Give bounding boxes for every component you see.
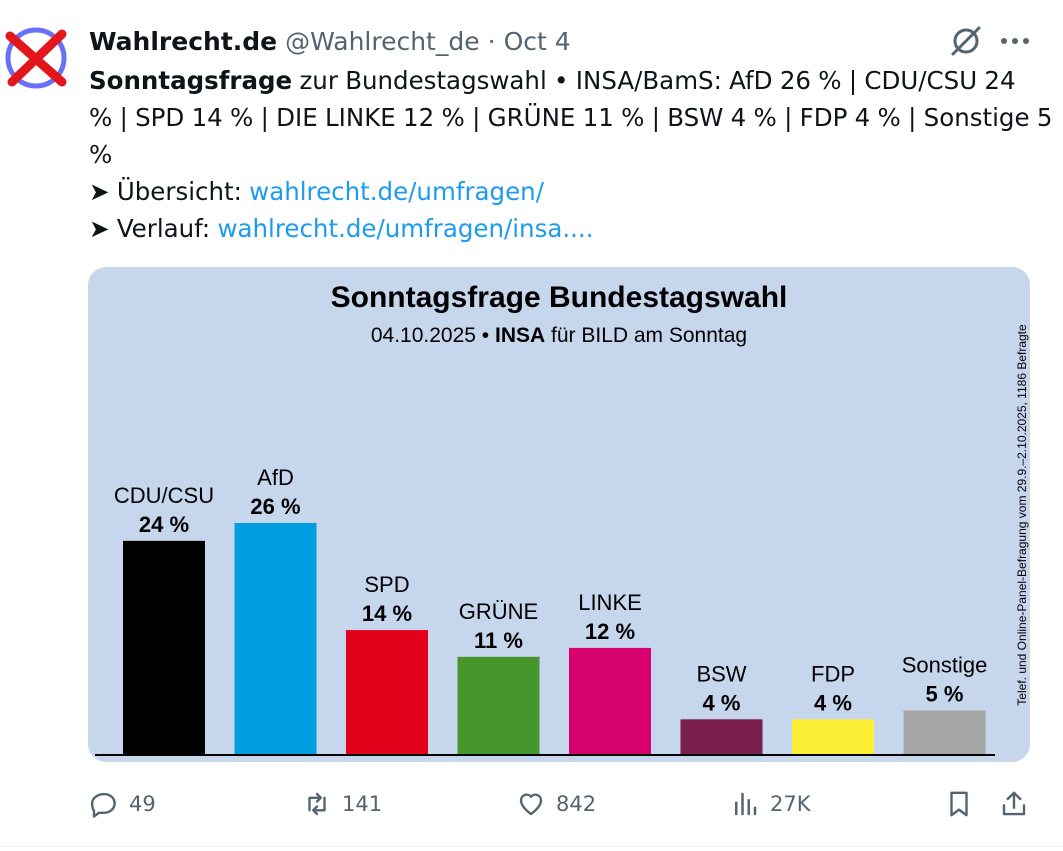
bar-afd	[234, 523, 317, 755]
bar-value-linke: 12 %	[585, 619, 635, 644]
grok-button[interactable]	[949, 24, 983, 58]
bar-label-bsw: BSW	[696, 661, 746, 686]
bar-label-sonstige: Sonstige	[902, 652, 988, 677]
overview-link[interactable]: wahlrecht.de/umfragen/	[249, 177, 544, 206]
bar-value-fdp: 4 %	[814, 690, 852, 715]
more-button[interactable]	[997, 26, 1033, 56]
tweet-text: Sonntagsfrage zur Bundestagswahl • INSA/…	[89, 62, 1053, 247]
tweet-line-1: Sonntagsfrage zur Bundestagswahl • INSA/…	[89, 62, 1039, 99]
author-name[interactable]: Wahlrecht.de	[89, 26, 278, 56]
bar-spd	[346, 630, 428, 755]
bar-value-afd: 26 %	[250, 494, 300, 519]
chart-subtitle: 04.10.2025 • INSA für BILD am Sonntag	[371, 324, 747, 347]
bookmark-button[interactable]	[944, 782, 974, 826]
header-separator: ·	[487, 26, 496, 56]
bar-grüne	[457, 656, 540, 755]
chart-image-card[interactable]: Sonntagsfrage Bundestagswahl 04.10.2025 …	[88, 267, 1030, 762]
bar-label-spd: SPD	[364, 572, 409, 597]
reply-button[interactable]: 49	[89, 782, 156, 826]
tweet-actions: 49 141 842 27K	[0, 782, 1063, 826]
grok-icon	[951, 26, 981, 56]
repost-count: 141	[342, 792, 383, 816]
repost-button[interactable]: 141	[302, 782, 382, 826]
tweet-divider	[0, 846, 1063, 847]
avatar[interactable]	[4, 26, 68, 90]
tweet-line-3: %	[89, 140, 113, 169]
history-label: ➤ Verlauf:	[89, 214, 218, 243]
bar-sonstige	[903, 710, 986, 755]
tweet-date[interactable]: Oct 4	[503, 26, 571, 56]
bar-label-grüne: GRÜNE	[459, 599, 538, 624]
overview-label: ➤ Übersicht:	[89, 177, 250, 206]
tweet-bold-word: Sonntagsfrage	[89, 66, 293, 95]
history-line: ➤ Verlauf: wahlrecht.de/umfragen/insa...…	[89, 210, 1039, 247]
overview-line: ➤ Übersicht: wahlrecht.de/umfragen/	[89, 173, 1039, 210]
bar-value-grüne: 11 %	[474, 628, 523, 653]
bar-value-spd: 14 %	[362, 601, 412, 626]
chart-subtitle-client: für BILD am Sonntag	[545, 324, 747, 347]
like-count: 842	[556, 792, 597, 816]
bar-label-afd: AfD	[257, 465, 294, 490]
views-count: 27K	[770, 792, 811, 816]
bar-label-fdp: FDP	[811, 661, 855, 686]
bar-linke	[569, 647, 651, 755]
bar-cdu-csu	[123, 540, 205, 755]
history-link[interactable]: wahlrecht.de/umfragen/insa....	[217, 214, 594, 243]
reply-icon	[90, 792, 116, 818]
tweet-header: Wahlrecht.de @Wahlrecht_de · Oct 4	[89, 22, 571, 60]
red-x-ballot-icon	[5, 27, 67, 89]
heart-icon	[519, 793, 543, 816]
bar-value-cdu-csu: 24 %	[139, 512, 189, 537]
poll-bar-chart: Sonntagsfrage Bundestagswahl 04.10.2025 …	[89, 268, 1029, 761]
bar-value-sonstige: 5 %	[926, 681, 964, 706]
views-button[interactable]: 27K	[730, 782, 811, 826]
bookmark-icon	[950, 791, 968, 817]
tweet-line-1-rest: zur Bundestagswahl • INSA/BamS: AfD 26 %…	[292, 66, 1016, 95]
chart-side-note: Telef. und Online-Panel-Befragung vom 29…	[1015, 324, 1029, 706]
chart-bars: CDU/CSU 24 % AfD 26 % SPD 14 % GRÜNE 11 % LINKE 1…	[114, 465, 987, 755]
bar-value-bsw: 4 %	[703, 690, 741, 715]
retweet-icon	[308, 792, 326, 816]
reply-count: 49	[129, 792, 156, 816]
bar-bsw	[680, 719, 763, 755]
analytics-icon	[735, 792, 757, 816]
more-horizontal-icon	[1001, 38, 1029, 44]
share-button[interactable]	[999, 782, 1029, 826]
bar-fdp	[792, 719, 874, 755]
share-icon	[1002, 791, 1026, 816]
chart-subtitle-institute: INSA	[495, 324, 545, 347]
tweet-line-2: % | SPD 14 % | DIE LINKE 12 % | GRÜNE 11…	[89, 103, 1053, 132]
chart-subtitle-date: 04.10.2025 •	[371, 324, 495, 347]
bar-label-cdu-csu: CDU/CSU	[114, 483, 214, 508]
bar-label-linke: LINKE	[578, 590, 642, 615]
like-button[interactable]: 842	[516, 782, 596, 826]
chart-title: Sonntagsfrage Bundestagswahl	[331, 281, 788, 314]
author-handle[interactable]: @Wahlrecht_de	[285, 26, 480, 56]
